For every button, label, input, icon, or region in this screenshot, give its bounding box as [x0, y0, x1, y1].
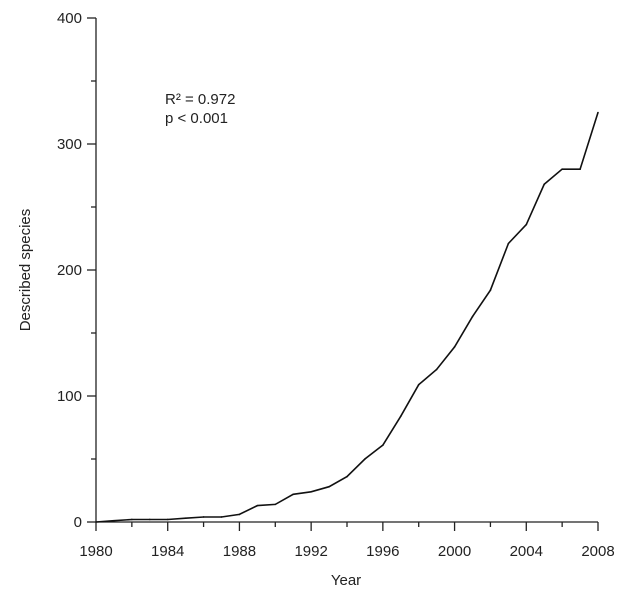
data-point	[364, 458, 366, 460]
data-point	[597, 111, 599, 114]
y-tick-label: 0	[74, 514, 82, 531]
x-tick-label: 1980	[79, 543, 112, 560]
r-squared-annotation: R² = 0.972	[165, 91, 235, 108]
tick-labels: 0 100 200 300 400 1980 1984 1988 1992 1996 2000 200…	[57, 10, 615, 560]
data-point	[166, 518, 169, 521]
x-axis-title: Year	[331, 572, 361, 589]
y-tick-label: 300	[57, 136, 82, 153]
data-point	[310, 490, 312, 493]
y-tick-label: 400	[57, 10, 82, 27]
data-point	[274, 503, 277, 506]
x-tick-label: 1988	[223, 543, 256, 560]
data-point	[256, 504, 259, 507]
data-point	[417, 383, 420, 386]
data-point	[292, 493, 295, 496]
x-tick-label: 2008	[581, 543, 614, 560]
data-point	[507, 242, 510, 245]
x-tick-label: 1984	[151, 543, 184, 560]
data-point	[346, 475, 348, 478]
x-tick-label: 1996	[366, 543, 399, 560]
data-point	[543, 183, 546, 186]
x-tick-label: 2000	[438, 543, 471, 560]
p-value-annotation: p < 0.001	[165, 110, 228, 127]
data-point	[382, 444, 384, 446]
x-tick-label: 2004	[510, 543, 543, 560]
y-axis-title: Described species	[17, 209, 34, 332]
data-point	[148, 518, 151, 521]
data-point	[95, 521, 97, 523]
data-point	[489, 289, 492, 291]
data-point	[453, 346, 456, 348]
data-points	[95, 111, 599, 523]
data-point	[579, 168, 581, 170]
data-point	[525, 223, 528, 226]
x-tick-label: 1992	[294, 543, 327, 560]
data-point	[238, 513, 241, 516]
data-point	[113, 519, 115, 522]
data-point	[399, 415, 402, 417]
data-point	[435, 368, 438, 371]
data-point	[184, 517, 187, 520]
ticks	[87, 17, 599, 531]
data-point	[561, 168, 563, 170]
data-point	[220, 516, 223, 518]
y-tick-label: 100	[57, 388, 82, 405]
data-point	[202, 516, 205, 518]
series-line	[95, 112, 599, 523]
data-point	[471, 315, 474, 318]
data-point	[328, 485, 330, 488]
y-tick-label: 200	[57, 262, 82, 279]
data-point	[131, 518, 133, 521]
